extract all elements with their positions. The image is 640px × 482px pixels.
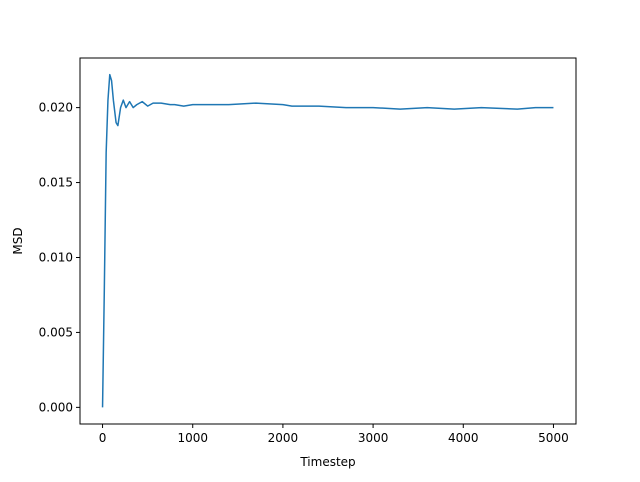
axes-frame	[79, 57, 577, 425]
line-series	[101, 73, 554, 408]
y-tick-label: 0.000	[39, 400, 73, 414]
y-tick-label: 0.010	[39, 250, 73, 264]
y-tick-label: 0.005	[39, 325, 73, 339]
x-tick-label: 2000	[268, 431, 299, 445]
x-tick-label: 4000	[448, 431, 479, 445]
x-tick-label: 1000	[177, 431, 208, 445]
x-axis-label: Timestep	[299, 455, 355, 469]
x-tick-label: 3000	[358, 431, 389, 445]
x-tick-label: 0	[99, 431, 107, 445]
y-axis-label: MSD	[11, 227, 25, 254]
y-tick-label: 0.020	[39, 101, 73, 115]
y-tick-label: 0.015	[39, 176, 73, 190]
x-tick-label: 5000	[538, 431, 569, 445]
